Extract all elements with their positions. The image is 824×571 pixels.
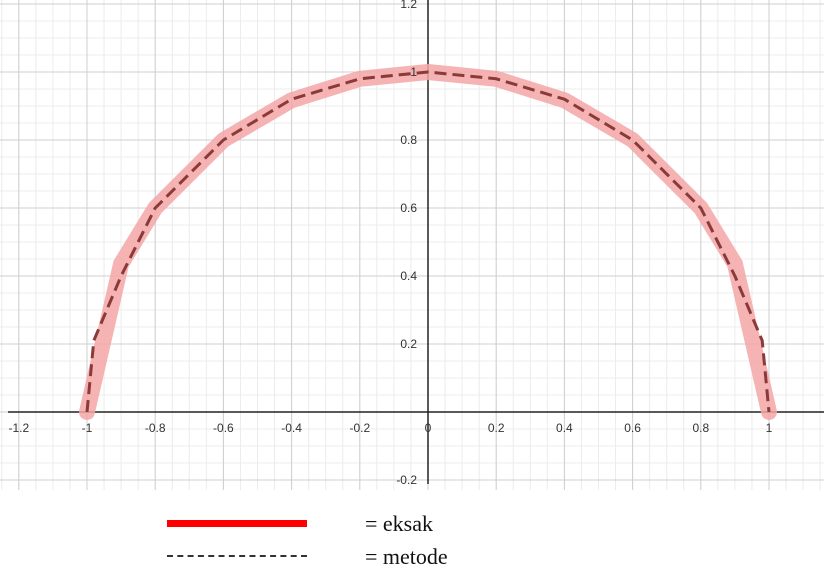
y-tick-label: 0.2 — [400, 337, 417, 351]
series-metode-line — [85, 70, 771, 413]
axes — [8, 0, 824, 484]
x-tick-label: 0.4 — [556, 421, 573, 435]
x-tick-label: 0.2 — [488, 421, 505, 435]
x-tick-label: 0 — [425, 421, 432, 435]
x-tick-label: -0.6 — [213, 421, 234, 435]
legend-exact-label: = eksak — [365, 511, 433, 536]
legend: = eksak = metode — [0, 490, 824, 571]
x-tick-label: 1 — [766, 421, 773, 435]
y-tick-label: 0.6 — [400, 201, 417, 215]
y-tick-label: 1 — [410, 65, 417, 79]
plot-area: -1.2 -1 -0.8 -0.6 -0.4 -0.2 0 0.2 0.4 0.6 0.8 1 -0.2… — [0, 0, 824, 490]
x-tick-label: -0.8 — [145, 421, 166, 435]
x-tick-label: -1.2 — [8, 421, 29, 435]
y-tick-label: 0.8 — [400, 133, 417, 147]
x-tick-label: -0.4 — [281, 421, 302, 435]
legend-exact-swatch — [167, 520, 307, 527]
tick-labels: -1.2 -1 -0.8 -0.6 -0.4 -0.2 0 0.2 0.4 0.6 0.8 1 -0.2… — [8, 0, 772, 487]
x-tick-label: 0.6 — [624, 421, 641, 435]
y-tick-label: 1.2 — [400, 0, 417, 11]
x-tick-label: 0.8 — [692, 421, 709, 435]
x-tick-label: -0.2 — [349, 421, 370, 435]
legend-method-swatch — [167, 555, 307, 557]
y-tick-label: -0.2 — [396, 473, 417, 487]
x-tick-label: -1 — [82, 421, 93, 435]
series-layer — [79, 64, 777, 420]
legend-method-label: = metode — [365, 544, 448, 569]
y-tick-label: 0.4 — [400, 269, 417, 283]
